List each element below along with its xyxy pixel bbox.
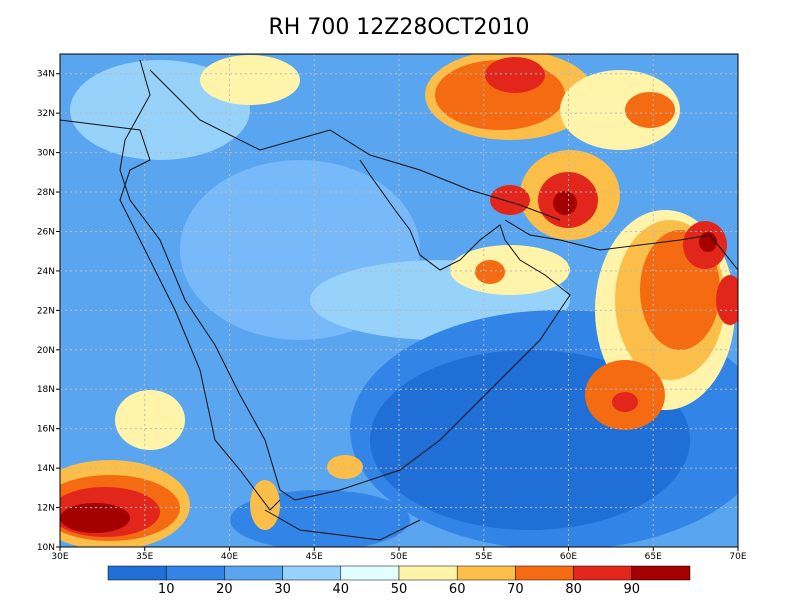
field-patch [327, 455, 363, 479]
coastline [264, 509, 421, 541]
colorbar-swatch [456, 565, 516, 581]
colorbar-swatch [573, 565, 633, 581]
field-patch [716, 275, 738, 325]
colorbar-label: 70 [507, 582, 524, 597]
field-patch [475, 260, 505, 284]
coastline [119, 59, 296, 501]
lat-tick-label: 12N [37, 504, 55, 514]
colorbar-label: 60 [449, 582, 466, 597]
field-patch [200, 55, 300, 105]
lat-tick-label: 16N [37, 425, 55, 435]
field-patch [612, 392, 638, 412]
map-frame [59, 53, 739, 548]
colorbar-label: 30 [274, 582, 291, 597]
lat-tick-label: 24N [37, 267, 55, 277]
colorbar-label: 80 [565, 582, 582, 597]
title: RH 700 12Z28OCT2010 [269, 15, 530, 40]
lon-tick-label: 50E [390, 552, 407, 562]
lat-tick-label: 10N [37, 543, 55, 553]
field-patch [115, 390, 185, 450]
field-patch [490, 185, 530, 215]
lat-tick-label: 18N [37, 385, 55, 395]
lat-tick-label: 20N [37, 346, 55, 356]
colorbar-label: 40 [333, 582, 350, 597]
colorbar: 10 20 30 40 50 60 70 80 90 [107, 565, 691, 597]
colorbar-label: 20 [216, 582, 233, 597]
colorbar-label: 10 [158, 582, 175, 597]
colorbar-swatch [398, 565, 458, 581]
grid: 30E 35E 40E 45E 50E 55E 60E 65E 70E 10N 12N 14N 16N 1… [37, 54, 747, 562]
lon-tick-label: 55E [475, 552, 492, 562]
colorbar-label: 50 [391, 582, 408, 597]
field-patch [699, 232, 717, 252]
colorbar-swatch [107, 565, 167, 581]
lon-tick-label: 60E [560, 552, 577, 562]
coastline [504, 219, 738, 271]
coastline [294, 159, 571, 501]
colorbar-swatch [282, 565, 342, 581]
lon-tick-label: 65E [645, 552, 662, 562]
colorbar-label: 90 [624, 582, 641, 597]
lat-tick-label: 32N [37, 109, 55, 119]
field-patch [250, 480, 280, 530]
colorbar-swatch [224, 565, 283, 581]
colorbar-swatch [165, 565, 225, 581]
coastline [149, 69, 561, 221]
colorbar-swatch [515, 565, 574, 581]
lon-tick-label: 70E [729, 552, 746, 562]
lat-tick-label: 34N [37, 70, 55, 80]
field-patch [625, 92, 675, 128]
coastlines [60, 59, 738, 541]
lat-tick-label: 30N [37, 149, 55, 159]
field-patch [485, 57, 545, 93]
field-patch [553, 191, 577, 215]
colorbar-swatch [631, 565, 691, 581]
lat-tick-label: 14N [37, 464, 55, 474]
lon-tick-label: 35E [136, 552, 153, 562]
lat-tick-label: 28N [37, 188, 55, 198]
field-patch [560, 70, 680, 150]
lon-tick-label: 30E [51, 552, 68, 562]
lon-tick-label: 40E [221, 552, 238, 562]
lat-tick-label: 22N [37, 306, 55, 316]
colorbar-swatch [340, 565, 400, 581]
rh-field [60, 54, 738, 547]
coastline [60, 119, 281, 511]
field-patch [450, 245, 570, 295]
lon-tick-label: 45E [306, 552, 323, 562]
lat-tick-label: 26N [37, 227, 55, 237]
field-patch [60, 503, 130, 533]
